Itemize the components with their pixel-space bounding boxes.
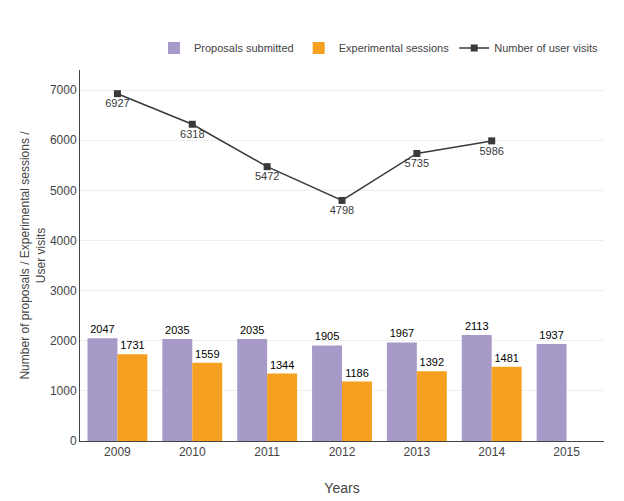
svg-text:1937: 1937	[539, 329, 563, 341]
svg-text:1344: 1344	[270, 359, 294, 371]
svg-text:5735: 5735	[405, 157, 429, 169]
svg-text:7000: 7000	[50, 83, 77, 97]
svg-text:2035: 2035	[165, 324, 189, 336]
svg-text:2009: 2009	[104, 445, 131, 459]
svg-text:2012: 2012	[329, 445, 356, 459]
svg-text:5000: 5000	[50, 184, 77, 198]
svg-text:Years: Years	[324, 480, 359, 496]
svg-text:2047: 2047	[90, 323, 114, 335]
svg-text:1967: 1967	[390, 327, 414, 339]
svg-text:Experimental sessions: Experimental sessions	[339, 42, 450, 54]
svg-text:2014: 2014	[478, 445, 505, 459]
svg-text:2011: 2011	[254, 445, 280, 459]
svg-text:1905: 1905	[315, 330, 339, 342]
svg-text:Number of proposals / Experime: Number of proposals / Experimental sessi…	[18, 131, 48, 380]
svg-text:Number of user visits: Number of user visits	[494, 42, 598, 54]
svg-text:6318: 6318	[180, 128, 204, 140]
svg-text:5472: 5472	[255, 170, 279, 182]
svg-text:4798: 4798	[330, 204, 354, 216]
svg-text:1000: 1000	[50, 384, 77, 398]
svg-text:4000: 4000	[50, 234, 77, 248]
svg-text:0: 0	[70, 434, 77, 448]
svg-text:2013: 2013	[404, 445, 431, 459]
svg-text:6927: 6927	[105, 97, 129, 109]
svg-text:2000: 2000	[50, 334, 77, 348]
svg-text:2015: 2015	[553, 445, 580, 459]
svg-text:Proposals submitted: Proposals submitted	[194, 42, 294, 54]
svg-text:6000: 6000	[50, 133, 77, 147]
svg-text:1559: 1559	[195, 348, 219, 360]
svg-text:1392: 1392	[420, 356, 444, 368]
svg-text:1481: 1481	[494, 352, 518, 364]
svg-text:1731: 1731	[120, 339, 144, 351]
svg-text:1186: 1186	[345, 367, 369, 379]
svg-text:2010: 2010	[179, 445, 206, 459]
svg-text:5986: 5986	[479, 145, 503, 157]
svg-text:3000: 3000	[50, 284, 77, 298]
svg-text:2035: 2035	[240, 324, 264, 336]
svg-text:2113: 2113	[465, 320, 489, 332]
